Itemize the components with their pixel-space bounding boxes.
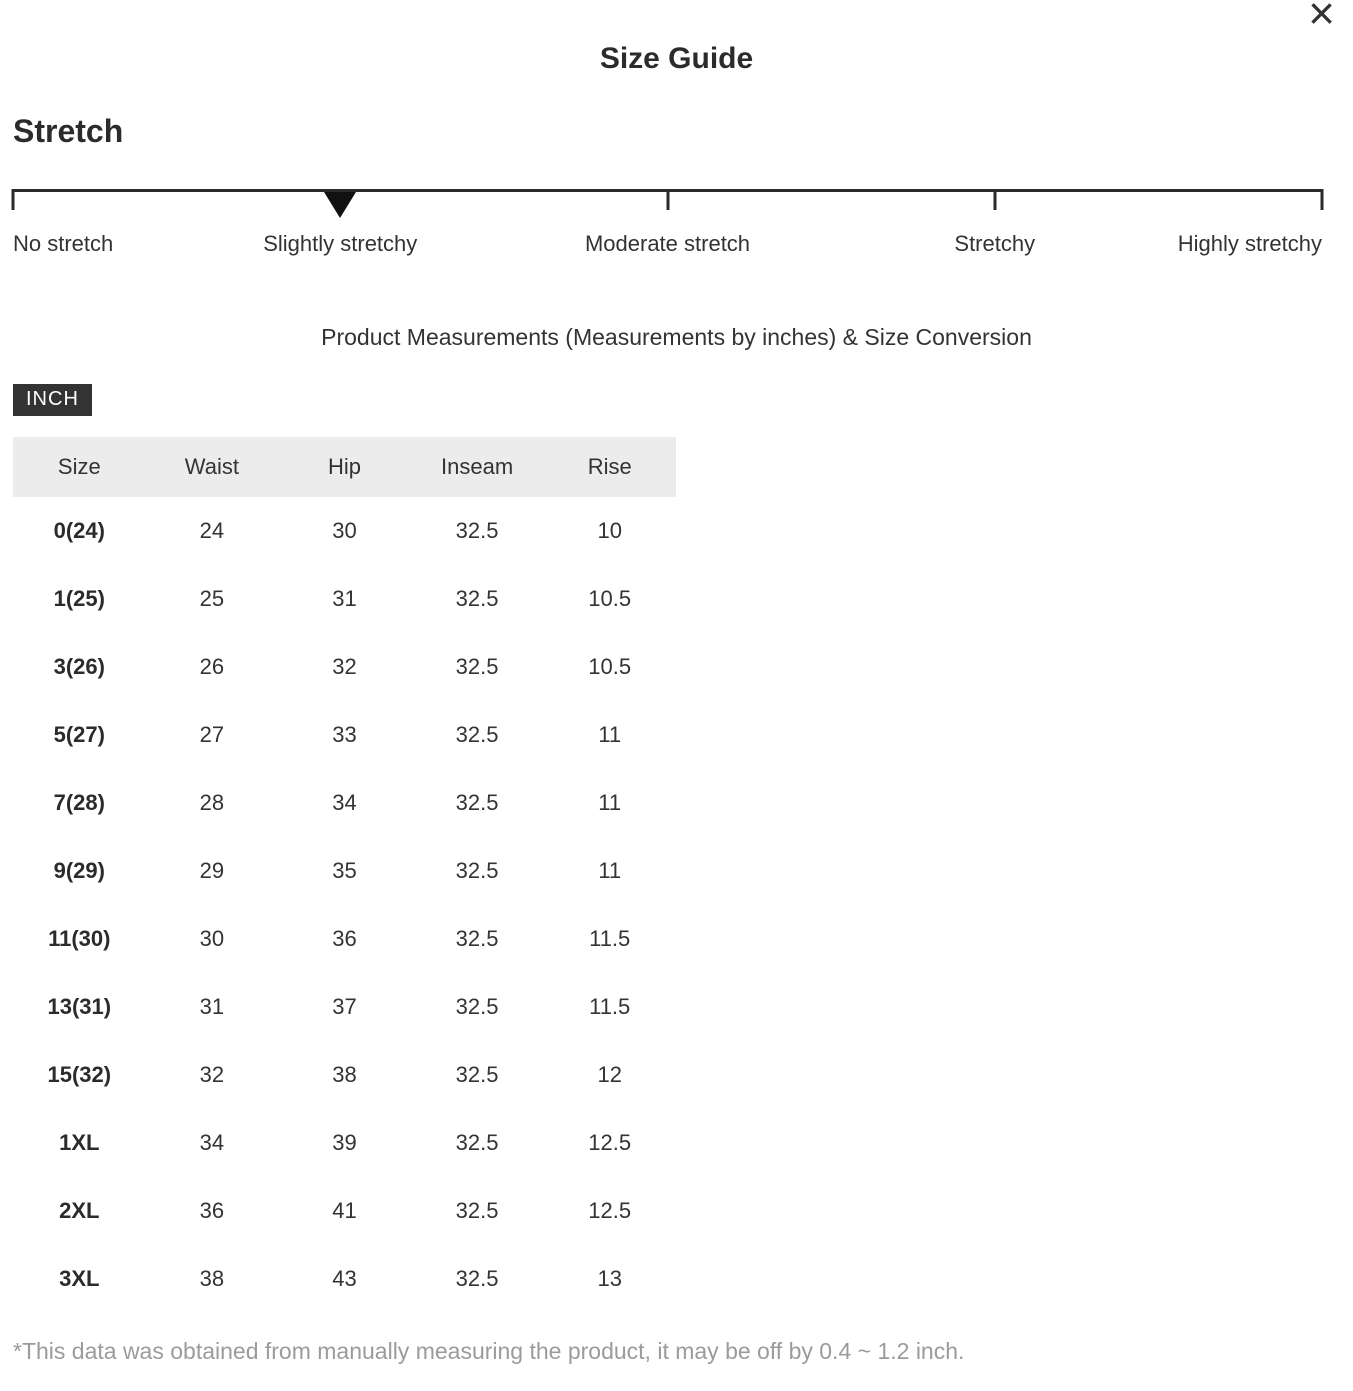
cell-size: 13(31) [47,994,112,1019]
cell-size: 5(27) [53,722,105,747]
cell-size: 1(25) [53,586,105,611]
cell-rise: 11 [598,722,622,747]
cell-waist: 38 [199,1266,225,1291]
cell-rise: 11.5 [589,994,631,1019]
cell-rise: 11 [598,858,622,883]
column-header-hip: Hip [327,454,361,479]
cell-hip: 32 [332,654,357,679]
scale-tick [1320,189,1324,210]
cell-waist: 25 [199,586,225,611]
cell-size: 7(28) [53,790,105,815]
cell-rise: 11 [598,790,622,815]
stretch-label-no-stretch: No stretch [13,231,114,256]
table-row: 15(32) 32 38 32.5 12 [13,1041,676,1109]
column-header-rise: Rise [587,454,632,479]
cell-hip: 34 [332,790,357,815]
cell-inseam: 32.5 [455,586,499,611]
table-row: 5(27) 27 33 32.5 11 [13,701,676,769]
column-header-inseam: Inseam [441,454,514,479]
cell-inseam: 32.5 [455,654,499,679]
table-row: 7(28) 28 34 32.5 11 [13,769,676,837]
cell-size: 15(32) [47,1062,112,1087]
cell-waist: 31 [199,994,225,1019]
stretch-marker [324,192,357,218]
measurements-subtitle: Product Measurements (Measurements by in… [321,324,1032,350]
table-row: 11(30) 30 36 32.5 11.5 [13,905,676,973]
cell-rise: 10.5 [588,654,632,679]
unit-badge-inch: INCH [13,384,92,416]
table-row: 1(25) 25 31 32.5 10.5 [13,565,676,633]
cell-hip: 39 [332,1130,357,1155]
table-row: 1XL 34 39 32.5 12.5 [13,1109,676,1177]
size-table-header: Size Waist Hip Inseam Rise [13,437,676,497]
cell-hip: 33 [332,722,357,747]
cell-waist: 29 [199,858,225,883]
cell-hip: 37 [332,994,357,1019]
table-row: 3XL 38 43 32.5 13 [13,1245,676,1313]
stretch-label-moderate-stretch: Moderate stretch [584,231,751,256]
cell-hip: 30 [332,518,357,543]
cell-size: 9(29) [53,858,105,883]
cell-rise: 12.5 [588,1198,632,1223]
table-row: 0(24) 24 30 32.5 10 [13,497,676,565]
cell-rise: 12.5 [588,1130,632,1155]
table-row: 3(26) 26 32 32.5 10.5 [13,633,676,701]
cell-rise: 10.5 [588,586,632,611]
cell-rise: 11.5 [589,926,631,951]
cell-waist: 26 [199,654,225,679]
cell-waist: 27 [199,722,225,747]
cell-size: 11(30) [48,926,111,951]
size-table: Size Waist Hip Inseam Rise 0(24) 24 30 3… [13,437,676,1313]
stretch-heading: Stretch [13,113,124,149]
cell-rise: 12 [597,1062,622,1087]
scale-tick [993,189,997,210]
cell-inseam: 32.5 [455,1266,499,1291]
cell-hip: 41 [332,1198,357,1223]
cell-size: 2XL [59,1198,100,1223]
cell-size: 1XL [59,1130,100,1155]
cell-hip: 43 [332,1266,357,1291]
stretch-scale [11,189,1324,218]
cell-inseam: 32.5 [455,518,499,543]
cell-inseam: 32.5 [455,926,499,951]
cell-size: 3XL [59,1266,100,1291]
table-row: 13(31) 31 37 32.5 11.5 [13,973,676,1041]
cell-waist: 30 [199,926,225,951]
column-header-waist: Waist [184,454,239,479]
stretch-label-stretchy: Stretchy [954,231,1036,256]
cell-waist: 34 [199,1130,225,1155]
stretch-labels: No stretch Slightly stretchy Moderate st… [13,231,1322,259]
cell-hip: 35 [332,858,357,883]
cell-hip: 36 [332,926,357,951]
cell-waist: 36 [199,1198,225,1223]
column-header-size: Size [57,454,101,479]
cell-size: 0(24) [53,518,105,543]
cell-rise: 10 [597,518,622,543]
cell-waist: 24 [199,518,225,543]
scale-tick [11,189,15,210]
page-title: Size Guide [599,42,754,75]
cell-inseam: 32.5 [455,1130,499,1155]
cell-inseam: 32.5 [455,858,499,883]
table-row: 9(29) 29 35 32.5 11 [13,837,676,905]
scale-tick [666,189,669,210]
cell-size: 3(26) [53,654,105,679]
cell-rise: 13 [597,1266,622,1291]
cell-inseam: 32.5 [455,722,499,747]
cell-inseam: 32.5 [455,994,499,1019]
cell-hip: 31 [332,586,357,611]
stretch-label-highly-stretchy: Highly stretchy [1177,231,1322,256]
size-table-body: 0(24) 24 30 32.5 10 1(25) 25 31 32.5 10.… [13,497,676,1313]
cell-waist: 32 [199,1062,225,1087]
cell-inseam: 32.5 [455,1062,499,1087]
cell-hip: 38 [332,1062,357,1087]
measurement-disclaimer: *This data was obtained from manually me… [13,1338,965,1364]
cell-inseam: 32.5 [455,790,499,815]
cell-inseam: 32.5 [455,1198,499,1223]
close-icon[interactable]: × [1308,0,1335,39]
cell-waist: 28 [199,790,225,815]
stretch-label-slightly-stretchy: Slightly stretchy [263,231,418,256]
table-row: 2XL 36 41 32.5 12.5 [13,1177,676,1245]
